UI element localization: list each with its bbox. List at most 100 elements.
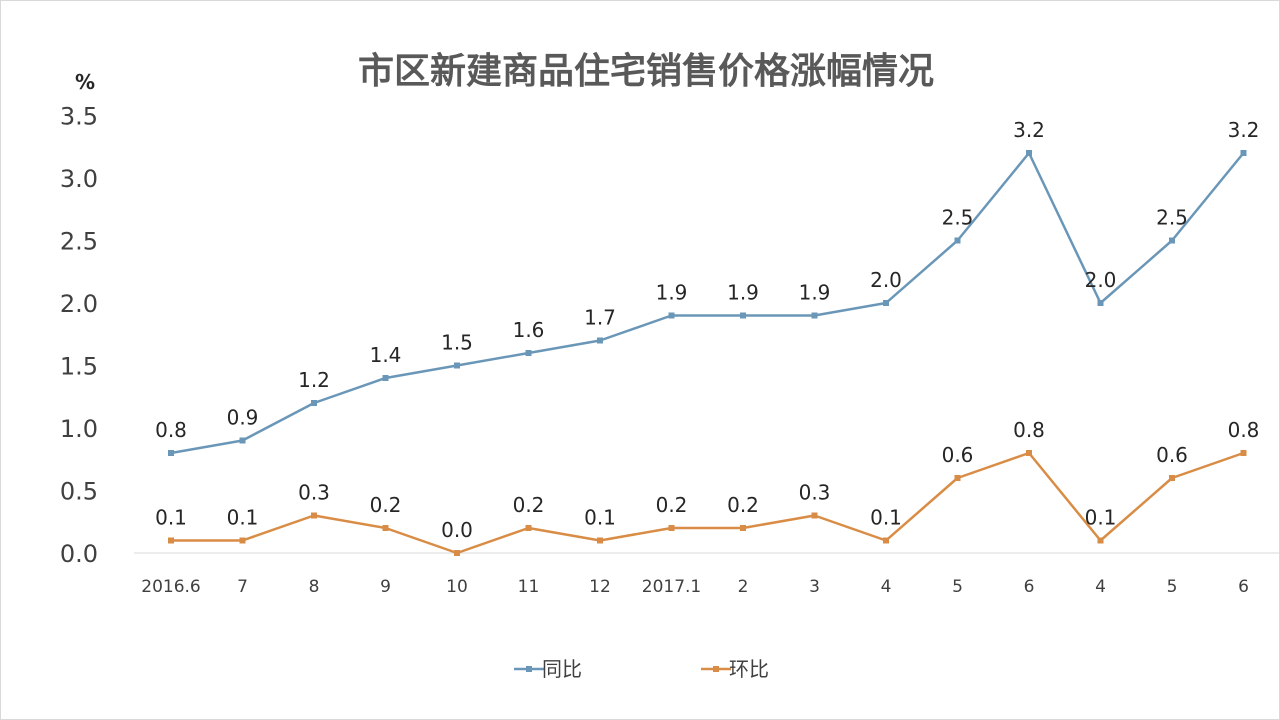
data-label: 0.6	[1156, 443, 1188, 467]
x-tick-label: 5	[1167, 577, 1178, 597]
legend-entry-label: 同比	[542, 657, 582, 681]
data-point-marker	[668, 312, 675, 319]
series-line	[171, 451, 1244, 555]
data-label: 0.1	[870, 506, 902, 530]
y-axis: 0.0 0.5 1.0 1.5 2.0 2.5 3.0 3.5	[60, 103, 98, 569]
data-label: 0.1	[584, 506, 616, 530]
legend-entry-label: 环比	[729, 657, 769, 681]
data-label: 0.0	[441, 518, 473, 542]
x-tick-label: 2017.1	[642, 577, 701, 597]
data-point-marker	[1240, 450, 1247, 456]
data-point-marker	[168, 537, 174, 544]
data-point-marker	[811, 512, 818, 519]
y-tick-label: 0.0	[60, 540, 98, 568]
x-tick-label: 6	[1024, 577, 1035, 597]
data-label: 0.1	[227, 506, 259, 530]
data-label: 1.2	[298, 368, 330, 392]
data-label: 0.2	[513, 493, 545, 517]
x-tick-label: 8	[309, 577, 320, 597]
series-yoy: 0.8 0.9 1.2 1.4 1.5 1.6 1.7 1.9 1.9 1.9 2.0 2.5 3.2 2…	[155, 118, 1259, 456]
legend-marker-swatch	[526, 666, 532, 672]
data-label: 1.6	[513, 318, 545, 342]
data-label: 0.2	[727, 493, 759, 517]
data-label: 0.8	[155, 418, 187, 442]
data-point-marker	[525, 350, 532, 356]
x-tick-label: 4	[1095, 577, 1106, 597]
data-point-marker	[454, 550, 460, 556]
x-axis: 2016.6 7 8 9 10 11 12 2017.1 2 3 4 5 6 4 5 6	[141, 577, 1249, 597]
data-point-marker	[382, 375, 389, 381]
x-tick-label: 3	[809, 577, 820, 597]
x-tick-label: 11	[518, 577, 540, 597]
data-label: 2.0	[870, 268, 902, 292]
y-tick-label: 2.0	[60, 290, 98, 318]
data-label: 0.8	[1228, 418, 1260, 442]
x-tick-label: 9	[380, 577, 391, 597]
data-point-marker	[668, 525, 675, 531]
data-label: 1.9	[727, 281, 759, 305]
data-label: 3.2	[1228, 118, 1260, 142]
data-point-marker	[811, 312, 818, 319]
data-label: 0.8	[1013, 418, 1045, 442]
data-point-marker	[740, 525, 746, 531]
data-point-marker	[597, 537, 603, 544]
data-label: 1.4	[370, 343, 402, 367]
x-tick-label: 7	[237, 577, 248, 597]
data-point-marker	[954, 475, 961, 481]
y-tick-label: 0.5	[60, 478, 98, 506]
data-point-marker	[1169, 475, 1175, 481]
data-point-marker	[883, 537, 889, 544]
legend: 同比 环比	[514, 657, 769, 681]
data-label: 0.9	[227, 406, 259, 430]
y-tick-label: 3.5	[60, 103, 98, 131]
data-point-marker	[954, 237, 961, 244]
chart-title: 市区新建商品住宅销售价格涨幅情况	[358, 50, 934, 92]
data-point-marker	[883, 300, 889, 306]
data-label: 1.7	[584, 306, 616, 330]
data-point-marker	[1097, 300, 1104, 306]
data-label: 2.0	[1085, 268, 1117, 292]
data-point-marker	[382, 525, 389, 531]
data-point-marker	[597, 337, 603, 344]
legend-marker-swatch	[713, 666, 719, 672]
data-label: 1.9	[656, 281, 688, 305]
data-point-marker	[311, 512, 317, 519]
x-tick-label: 2016.6	[141, 577, 200, 597]
data-label: 2.5	[1156, 206, 1188, 230]
y-tick-label: 3.0	[60, 165, 98, 193]
data-label: 0.2	[370, 493, 402, 517]
series-line	[170, 151, 1245, 455]
series-layer: 0.8 0.9 1.2 1.4 1.5 1.6 1.7 1.9 1.9 1.9 2.0 2.5 3.2 2…	[155, 118, 1259, 556]
x-tick-label: 4	[881, 577, 892, 597]
data-point-marker	[454, 362, 460, 369]
data-label: 0.3	[298, 481, 330, 505]
x-tick-label: 10	[446, 577, 468, 597]
data-label: 0.2	[656, 493, 688, 517]
x-tick-label: 12	[589, 577, 611, 597]
series-mom: 0.1 0.1 0.3 0.2 0.0 0.2 0.1 0.2 0.2 0.3 0.1 0.6 0.8 0…	[155, 418, 1259, 556]
y-tick-label: 1.5	[60, 353, 98, 381]
data-label: 0.1	[1085, 506, 1117, 530]
data-point-marker	[239, 437, 246, 444]
data-label: 0.6	[942, 443, 974, 467]
y-axis-unit-label: %	[75, 70, 95, 94]
y-tick-label: 2.5	[60, 228, 98, 256]
data-point-marker	[1097, 537, 1104, 544]
data-label: 1.9	[799, 281, 831, 305]
data-point-marker	[525, 525, 532, 531]
y-tick-label: 1.0	[60, 415, 98, 443]
data-point-marker	[1026, 150, 1032, 156]
data-point-marker	[740, 312, 746, 319]
data-point-marker	[168, 450, 174, 456]
data-point-marker	[239, 537, 246, 544]
data-point-marker	[1169, 237, 1175, 244]
data-point-marker	[1026, 450, 1032, 456]
data-label: 0.1	[155, 506, 187, 530]
data-point-marker	[311, 400, 317, 406]
data-label: 3.2	[1013, 118, 1045, 142]
x-tick-label: 5	[952, 577, 963, 597]
x-tick-label: 2	[738, 577, 749, 597]
data-point-marker	[1240, 150, 1247, 156]
